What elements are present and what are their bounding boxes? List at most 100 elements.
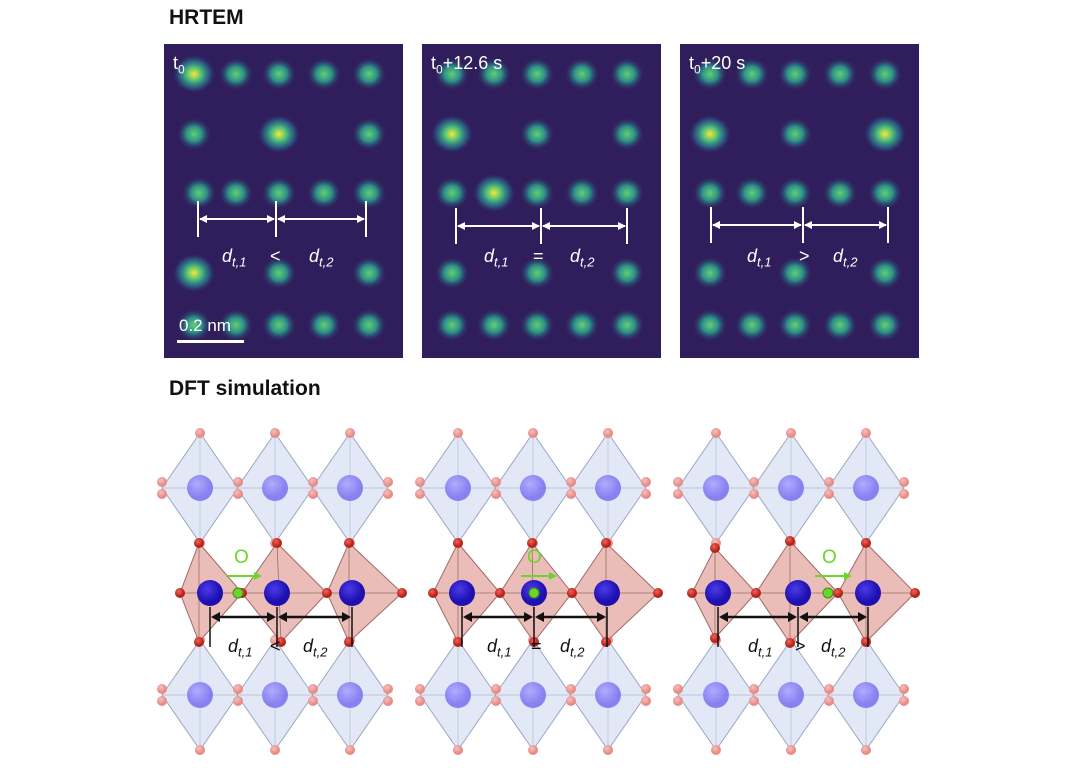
atom-column [261, 308, 297, 342]
b-site-atom-light [520, 682, 546, 708]
atom-column [777, 57, 813, 91]
oxygen-atom [308, 696, 318, 706]
hrtem-time-label-3: t0+20 s [689, 53, 746, 77]
oxygen-atom [861, 538, 871, 548]
atom-column [822, 308, 858, 342]
oxygen-atom [233, 477, 243, 487]
oxygen-atom [601, 637, 611, 647]
atom-column [777, 308, 813, 342]
atom-column [692, 176, 728, 210]
oxygen-atom [233, 684, 243, 694]
b-site-atom [197, 580, 223, 606]
oxygen-atom [566, 696, 576, 706]
oxygen-atom [528, 745, 538, 755]
oxygen-atom [308, 477, 318, 487]
atom-column [306, 57, 342, 91]
scale-bar-label: 0.2 nm [179, 316, 231, 335]
b-site-atom-light [262, 475, 288, 501]
b-site-atom-light [187, 682, 213, 708]
b-site-atom [705, 580, 731, 606]
migrating-oxygen-atom [232, 587, 244, 599]
oxygen-atom [861, 637, 871, 647]
oxygen-atom [566, 477, 576, 487]
oxygen-atom [833, 588, 843, 598]
atom-column [822, 176, 858, 210]
oxygen-atom [641, 684, 651, 694]
arrowhead [804, 221, 812, 229]
atom-column [692, 256, 728, 290]
dft-comparison-3: > [795, 636, 806, 656]
arrowhead [597, 612, 606, 622]
d-t2-label: dt,2 [309, 246, 334, 270]
atom-column [218, 308, 254, 342]
oxygen-atom [785, 638, 795, 648]
oxygen-atom [786, 745, 796, 755]
oxygen-atom [673, 696, 683, 706]
oxygen-atom [415, 477, 425, 487]
oxygen-atom [491, 489, 501, 499]
oxygen-atom [899, 477, 909, 487]
atom-column [261, 256, 297, 290]
oxygen-atom [899, 684, 909, 694]
hrtem-image-3 [680, 44, 919, 358]
oxygen-atom [428, 588, 438, 598]
b-site-atom-light [595, 682, 621, 708]
oxygen-atom [194, 538, 204, 548]
oxygen-atom [711, 745, 721, 755]
oxygen-atom [276, 637, 286, 647]
oxygen-atom [749, 684, 759, 694]
oxygen-atom [641, 489, 651, 499]
oxygen-atom [157, 477, 167, 487]
dft-d-t2-label-3: dt,2 [821, 636, 846, 660]
oxygen-atom [603, 428, 613, 438]
oxygen-atom [383, 489, 393, 499]
atom-column [609, 308, 645, 342]
atom-column [609, 117, 645, 151]
hrtem-time-label-2: t0+12.6 s [431, 53, 503, 77]
comparison-sign: = [533, 246, 544, 266]
oxygen-atom [157, 696, 167, 706]
atom-column [777, 176, 813, 210]
b-site-atom [785, 580, 811, 606]
comparison-sign: > [799, 246, 810, 266]
hrtem-heading: HRTEM [169, 6, 244, 29]
arrowhead [618, 222, 626, 230]
oxygen-atom [711, 428, 721, 438]
atom-column [351, 57, 387, 91]
b-site-atom-light [595, 475, 621, 501]
oxygen-atom [899, 696, 909, 706]
b-site-atom-light [853, 475, 879, 501]
atom-column [476, 308, 512, 342]
atom-column [734, 57, 770, 91]
oxygen-atom [415, 696, 425, 706]
scale-bar [177, 340, 244, 343]
atom-column [867, 308, 903, 342]
arrowhead [799, 612, 808, 622]
oxygen-atom [491, 684, 501, 694]
b-site-atom [855, 580, 881, 606]
hrtem-image-2 [422, 44, 661, 358]
oxygen-atom [453, 637, 463, 647]
hrtem-panel-1: t0 dt,1 < dt,2 0.2 nm [164, 44, 403, 358]
arrowhead [794, 221, 802, 229]
oxygen-atom [157, 684, 167, 694]
oxygen-atom [673, 684, 683, 694]
atom-column [434, 308, 470, 342]
d-t1-label: dt,1 [484, 246, 509, 270]
oxygen-atom [272, 538, 282, 548]
atom-column [306, 176, 342, 210]
atom-column [734, 308, 770, 342]
oxygen-atom [786, 428, 796, 438]
b-site-atom-light [853, 682, 879, 708]
oxygen-atom [824, 696, 834, 706]
atom-column [261, 57, 297, 91]
atom-column [351, 117, 387, 151]
atom-column [564, 57, 600, 91]
oxygen-atom [528, 428, 538, 438]
oxygen-atom [453, 428, 463, 438]
atom-column [176, 117, 212, 151]
atom-column [261, 176, 297, 210]
oxygen-atom [383, 684, 393, 694]
atom-column [519, 308, 555, 342]
